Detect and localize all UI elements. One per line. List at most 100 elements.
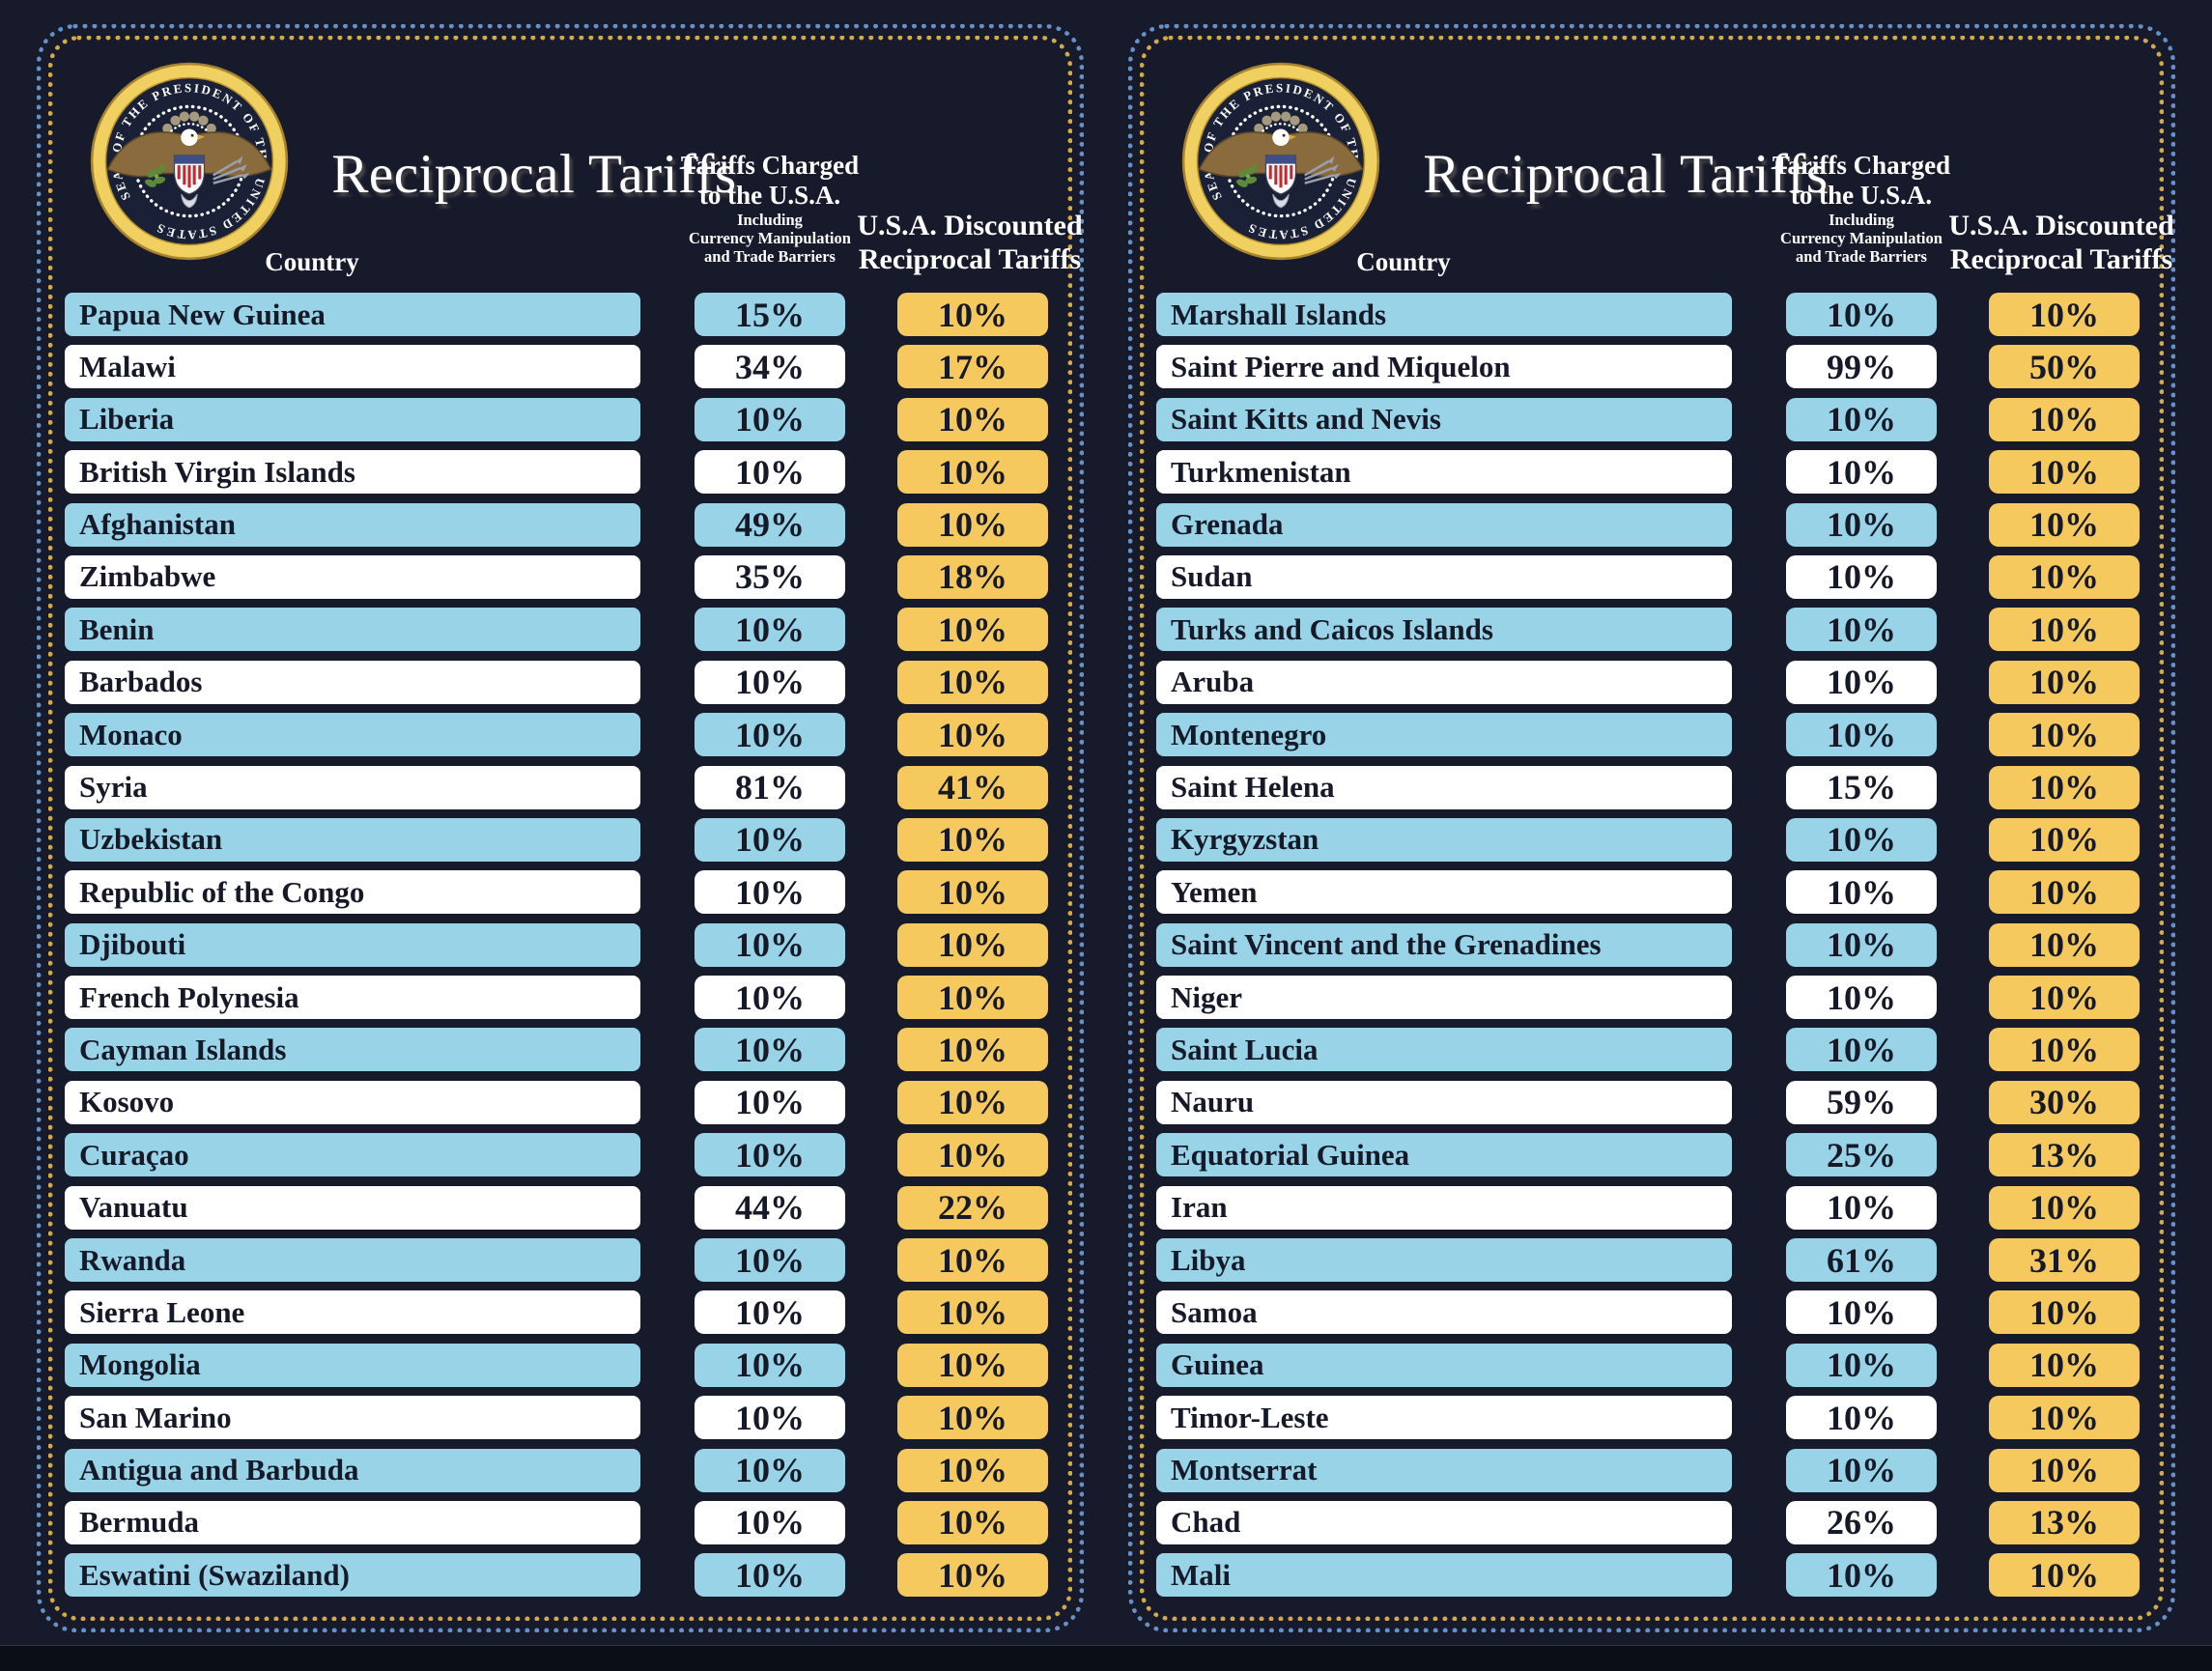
column-header-country: Country [1356,247,1451,276]
discounted-value-cell: 10% [1989,1185,2140,1230]
charged-value-cell: 10% [1786,817,1937,862]
country-cell: Uzbekistan [65,817,640,862]
country-cell: Montenegro [1156,713,1732,757]
column-header-discounted: U.S.A. Discounted Reciprocal Tariffs [1935,209,2188,276]
country-cell: Nauru [1156,1080,1732,1124]
country-cell: Chad [1156,1500,1732,1544]
charged-value-cell: 99% [1786,345,1937,389]
discounted-value-cell: 10% [1989,450,2140,495]
country-cell: Saint Lucia [1156,1028,1732,1072]
country-cell: Vanuatu [65,1185,640,1230]
tariff-row: Iran 10% 10% [1156,1185,2161,1230]
tariff-row: Djibouti 10% 10% [65,922,1069,967]
country-cell: Kyrgyzstan [1156,817,1732,862]
charged-value-cell: 10% [695,1290,845,1335]
discounted-value-cell: 10% [897,1343,1048,1387]
discounted-value-cell: 10% [1989,922,2140,967]
country-cell: Sudan [1156,554,1732,599]
tariff-row: Papua New Guinea 15% 10% [65,293,1069,336]
tariff-row: Niger 10% 10% [1156,976,2161,1020]
discounted-value-cell: 10% [1989,976,2140,1020]
discounted-value-cell: 10% [1989,1343,2140,1387]
country-cell: Djibouti [65,922,640,967]
column-header-tariffs-charged: Tariffs Charged to the U.S.A. Including … [1751,151,1971,266]
discounted-header-line1: U.S.A. Discounted [1948,210,2174,241]
tariff-row: Chad 26% 13% [1156,1500,2161,1544]
country-cell: Liberia [65,397,640,441]
tariff-row: Turks and Caicos Islands 10% 10% [1156,608,2161,652]
charged-value-cell: 10% [1786,713,1937,757]
discounted-value-cell: 10% [897,713,1048,757]
charged-value-cell: 35% [695,554,845,599]
charged-value-cell: 10% [1786,293,1937,336]
country-cell: Turks and Caicos Islands [1156,608,1732,652]
charged-value-cell: 10% [695,1080,845,1124]
discounted-value-cell: 10% [1989,765,2140,809]
charged-header-sub1: Including [1829,211,1894,229]
charged-value-cell: 10% [695,713,845,757]
discounted-value-cell: 10% [897,1500,1048,1544]
discounted-value-cell: 22% [897,1185,1048,1230]
charged-value-cell: 10% [1786,1396,1937,1440]
charged-header-sub1: Including [737,211,803,229]
charged-header-sub2: Currency Manipulation [689,229,851,247]
country-cell: Afghanistan [65,502,640,547]
discounted-value-cell: 10% [897,1133,1048,1177]
tariff-row: Bermuda 10% 10% [65,1500,1069,1544]
discounted-value-cell: 10% [1989,1553,2140,1598]
country-cell: Marshall Islands [1156,293,1732,336]
discounted-value-cell: 10% [1989,870,2140,915]
country-cell: Barbados [65,660,640,704]
discounted-value-cell: 10% [897,293,1048,336]
charged-value-cell: 15% [1786,765,1937,809]
charged-value-cell: 10% [1786,660,1937,704]
tariff-row: Timor-Leste 10% 10% [1156,1396,2161,1440]
tariff-row: Vanuatu 44% 22% [65,1185,1069,1230]
country-cell: Niger [1156,976,1732,1020]
presidential-seal-icon [1181,62,1380,261]
tariff-table: Papua New Guinea 15% 10% Malawi 34% 17% Liberi… [65,293,1069,1598]
charged-value-cell: 10% [695,1133,845,1177]
tariff-row: Aruba 10% 10% [1156,660,2161,704]
tariff-row: Curaçao 10% 10% [65,1133,1069,1177]
tariff-row: Saint Pierre and Miquelon 99% 50% [1156,345,2161,389]
charged-value-cell: 49% [695,502,845,547]
discounted-header-line2: Reciprocal Tariffs [858,243,1082,275]
charged-value-cell: 10% [1786,554,1937,599]
country-cell: Guinea [1156,1343,1732,1387]
charged-value-cell: 59% [1786,1080,1937,1124]
charged-header-line1: Tariffs Charged [680,151,860,180]
charged-value-cell: 10% [1786,450,1937,495]
tariff-row: Saint Vincent and the Grenadines 10% 10% [1156,922,2161,967]
charged-value-cell: 25% [1786,1133,1937,1177]
page-title: Reciprocal Tariffs [1423,144,1829,205]
charged-value-cell: 26% [1786,1500,1937,1544]
country-cell: Saint Pierre and Miquelon [1156,345,1732,389]
tariff-row: Guinea 10% 10% [1156,1343,2161,1387]
charged-value-cell: 10% [695,1553,845,1598]
tariff-row: Eswatini (Swaziland) 10% 10% [65,1553,1069,1598]
tariff-row: Mali 10% 10% [1156,1553,2161,1598]
tariff-row: Syria 81% 41% [65,765,1069,809]
country-cell: Saint Vincent and the Grenadines [1156,922,1732,967]
tariff-board-left: Reciprocal Tariffs Country Tariffs Charg… [37,24,1084,1632]
country-cell: Timor-Leste [1156,1396,1732,1440]
country-cell: Mali [1156,1553,1732,1598]
tariff-row: Montenegro 10% 10% [1156,713,2161,757]
country-cell: Saint Kitts and Nevis [1156,397,1732,441]
discounted-value-cell: 10% [1989,817,2140,862]
tariff-row: Libya 61% 31% [1156,1238,2161,1283]
charged-value-cell: 10% [1786,870,1937,915]
discounted-value-cell: 10% [897,397,1048,441]
country-cell: Turkmenistan [1156,450,1732,495]
charged-value-cell: 10% [1786,1553,1937,1598]
discounted-value-cell: 10% [1989,554,2140,599]
tariff-row: Samoa 10% 10% [1156,1290,2161,1335]
charged-header-sub3: and Trade Barriers [1796,247,1927,266]
tariff-row: Mongolia 10% 10% [65,1343,1069,1387]
country-cell: Grenada [1156,502,1732,547]
country-cell: British Virgin Islands [65,450,640,495]
country-cell: Rwanda [65,1238,640,1283]
inner-dotted-border [48,36,1072,1621]
